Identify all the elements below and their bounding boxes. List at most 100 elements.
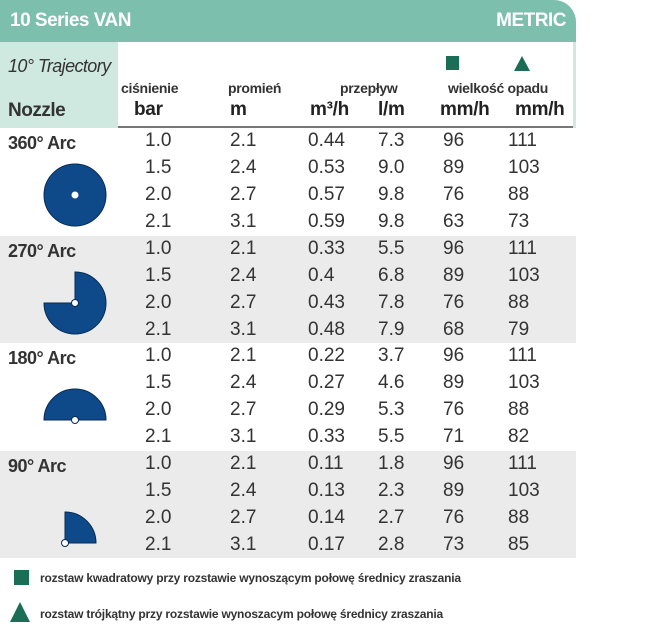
arc-label: 180° Arc	[8, 348, 76, 368]
cell: 0.4	[308, 264, 335, 286]
cell: 0.27	[308, 372, 345, 393]
trajectory-label: 10° Trajectory	[8, 56, 111, 76]
cell: 5.5	[378, 426, 405, 447]
cell: 4.6	[378, 372, 405, 393]
cell: 103	[508, 372, 540, 393]
cell: 3.7	[378, 345, 405, 366]
cell: 2.1	[145, 426, 172, 447]
cell: 73	[443, 533, 465, 555]
cell: 2.0	[145, 399, 172, 420]
cell: 0.11	[308, 452, 344, 474]
unit-mmh-triangle: mm/h	[515, 99, 565, 120]
unit-lm: l/m	[378, 99, 405, 120]
cell: 1.8	[378, 452, 405, 474]
cell: 0.44	[308, 130, 345, 151]
cell: 89	[443, 372, 465, 393]
cell: 82	[508, 426, 530, 447]
cell: 63	[443, 211, 465, 232]
table-row: 2.1 3.1 0.33 5.5 71 82	[0, 424, 576, 451]
nozzle-180-arc-icon	[40, 375, 110, 450]
cell: 9.0	[378, 157, 405, 178]
table-row: 1.5 2.4 0.13 2.3 89 103	[0, 478, 576, 505]
table-row: 2.0 2.7 0.29 5.3 76 88	[0, 397, 576, 424]
cell: 1.5	[145, 372, 172, 393]
precip-label: wielkość opadu	[448, 80, 549, 96]
cell: 89	[443, 157, 465, 178]
cell: 96	[443, 237, 465, 259]
cell: 2.4	[230, 157, 257, 178]
table-header: 10 Series VAN METRIC	[0, 0, 576, 42]
cell: 111	[508, 237, 537, 259]
cell: 2.1	[230, 237, 257, 259]
cell: 6.8	[378, 264, 405, 286]
nozzle-label: Nozzle	[8, 100, 66, 121]
unit-m3h: m³/h	[310, 99, 349, 120]
arc-label: 270° Arc	[8, 240, 76, 261]
cell: 71	[443, 426, 465, 447]
cell: 3.1	[230, 211, 257, 232]
nozzle-270-arc-icon	[40, 268, 110, 343]
legend-square-text: rozstaw kwadratowy przy rozstawie wynosz…	[40, 571, 461, 585]
cell: 88	[508, 506, 530, 528]
cell: 111	[508, 452, 537, 474]
cell: 2.3	[378, 479, 405, 501]
cell: 0.13	[308, 479, 345, 501]
arc-group-270: 270° Arc 1.0 2.1 0.33 5.5 96 111 1.5 2.4 0.4 6.8 89…	[0, 235, 576, 343]
cell: 0.53	[308, 157, 345, 178]
cell: 88	[508, 399, 530, 420]
table-row: 1.5 2.4 0.27 4.6 89 103	[0, 370, 576, 397]
cell: 2.0	[145, 291, 172, 313]
cell: 89	[443, 479, 465, 501]
square-icon	[14, 570, 29, 585]
flow-label: przepływ	[340, 80, 398, 96]
cell: 0.14	[308, 506, 345, 528]
table-row: 1.0 2.1 0.44 7.3 96 111	[0, 128, 576, 155]
cell: 2.7	[230, 506, 257, 528]
table-row: 2.0 2.7 0.43 7.8 76 88	[0, 290, 576, 317]
nozzle-90-arc-icon	[40, 483, 110, 558]
table-row: 1.0 2.1 0.11 1.8 96 111	[0, 451, 576, 478]
cell: 9.8	[378, 184, 405, 205]
cell: 0.57	[308, 184, 345, 205]
cell: 111	[508, 345, 537, 366]
cell: 0.48	[308, 318, 345, 340]
cell: 2.1	[145, 533, 172, 555]
cell: 76	[443, 291, 465, 313]
cell: 79	[508, 318, 530, 340]
cell: 0.59	[308, 211, 345, 232]
cell: 89	[443, 264, 465, 286]
cell: 9.8	[378, 211, 405, 232]
cell: 85	[508, 533, 530, 555]
cell: 96	[443, 452, 465, 474]
cell: 1.5	[145, 157, 172, 178]
cell: 3.1	[230, 318, 257, 340]
radius-label: promień	[228, 80, 282, 96]
table-row: 1.0 2.1 0.22 3.7 96 111	[0, 343, 576, 370]
cell: 1.0	[145, 345, 172, 366]
cell: 103	[508, 264, 540, 286]
cell: 2.1	[230, 345, 257, 366]
cell: 3.1	[230, 533, 257, 555]
cell: 5.3	[378, 399, 405, 420]
cell: 7.9	[378, 318, 405, 340]
cell: 2.7	[230, 399, 257, 420]
cell: 0.22	[308, 345, 345, 366]
column-header: 10° Trajectory Nozzle ciśnienie promień …	[0, 42, 576, 128]
cell: 96	[443, 345, 465, 366]
pressure-label: ciśnienie	[121, 80, 179, 96]
arc-group-180: 180° Arc 1.0 2.1 0.22 3.7 96 111 1.5 2.4 0.27 4.6 8…	[0, 343, 576, 450]
cell: 0.43	[308, 291, 345, 313]
table-row: 2.0 2.7 0.57 9.8 76 88	[0, 182, 576, 209]
cell: 2.7	[230, 291, 257, 313]
cell: 2.1	[230, 452, 257, 474]
cell: 1.0	[145, 237, 172, 259]
cell: 68	[443, 318, 465, 340]
table-row: 2.0 2.7 0.14 2.7 76 88	[0, 505, 576, 532]
cell: 76	[443, 506, 465, 528]
cell: 76	[443, 184, 465, 205]
cell: 1.5	[145, 264, 172, 286]
cell: 2.7	[230, 184, 257, 205]
cell: 2.1	[230, 130, 257, 151]
cell: 2.4	[230, 479, 257, 501]
cell: 88	[508, 291, 530, 313]
